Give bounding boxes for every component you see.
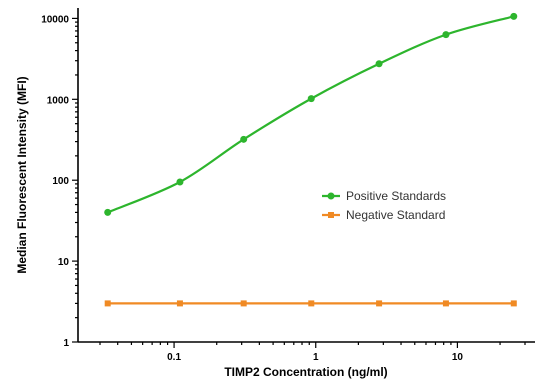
- series-negative-standard: [104, 300, 517, 307]
- data-point: [510, 12, 518, 20]
- data-point: [176, 178, 184, 186]
- data-point: [104, 208, 112, 216]
- data-point: [308, 300, 315, 307]
- y-tick-label: 10: [58, 257, 70, 268]
- legend: Positive Standards Negative Standard: [322, 189, 446, 222]
- series-layer: [104, 12, 518, 307]
- x-tick-label: 10: [452, 352, 464, 363]
- data-point: [240, 300, 247, 307]
- fit-line: [107, 15, 515, 214]
- data-point: [442, 31, 450, 39]
- y-axis-title: Median Fluorescent Intensity (MFI): [15, 76, 29, 273]
- x-ticks: 0.1 1 10: [99, 342, 526, 363]
- data-point: [375, 60, 383, 68]
- y-tick-label: 100: [52, 176, 69, 187]
- x-tick-label: 1: [313, 352, 319, 363]
- data-point: [240, 135, 248, 143]
- data-point: [376, 300, 383, 307]
- data-point: [176, 300, 183, 307]
- data-point: [104, 300, 111, 307]
- data-point: [510, 300, 517, 307]
- axes: [77, 8, 535, 343]
- y-tick-label: 10000: [41, 14, 69, 25]
- x-axis-title: TIMP2 Concentration (ng/ml): [224, 365, 387, 379]
- y-ticks: 1 10 100 1000 10000: [41, 14, 78, 349]
- legend-marker: [327, 192, 335, 200]
- legend-marker: [328, 212, 334, 218]
- data-point: [307, 95, 315, 103]
- data-point: [442, 300, 449, 307]
- series-positive-standards: [104, 12, 518, 216]
- y-tick-label: 1: [63, 338, 69, 349]
- y-tick-label: 1000: [47, 95, 70, 106]
- legend-label: Negative Standard: [346, 208, 445, 222]
- x-tick-label: 0.1: [167, 352, 181, 363]
- legend-item: Negative Standard: [322, 208, 445, 222]
- legend-label: Positive Standards: [346, 189, 446, 203]
- legend-item: Positive Standards: [322, 189, 446, 203]
